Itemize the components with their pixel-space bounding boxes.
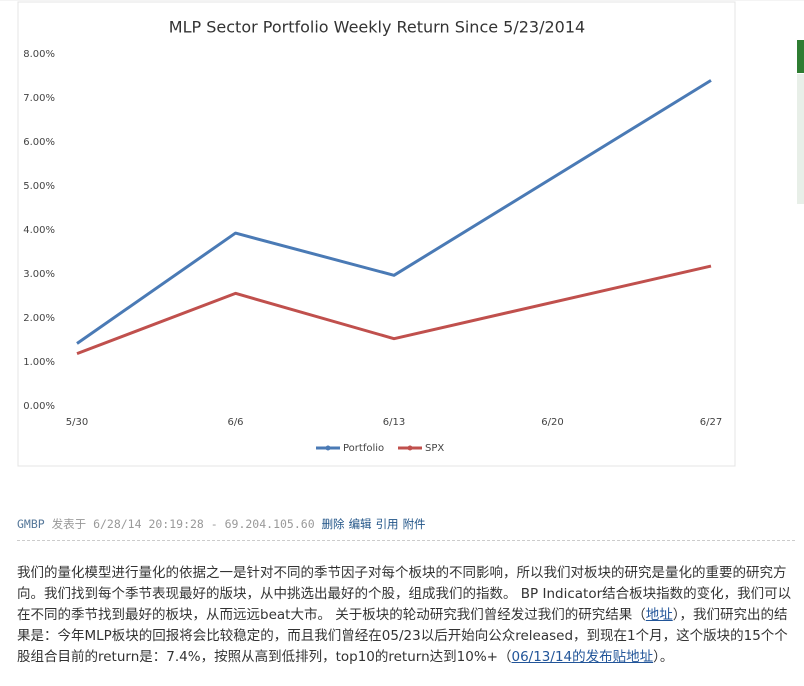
y-tick-label: 8.00% — [23, 49, 55, 60]
legend-label: SPX — [425, 443, 444, 454]
y-tick-label: 7.00% — [23, 93, 55, 104]
chart: MLP Sector Portfolio Weekly Return Since… — [0, 0, 804, 467]
chart-title: MLP Sector Portfolio Weekly Return Since… — [169, 18, 585, 37]
post-meta: GMBP 发表于 6/28/14 20:19:28 - 69.204.105.6… — [17, 516, 795, 541]
action-link[interactable]: 编辑 — [348, 517, 372, 531]
body-text: ），我们研究出的结果是：今年MLP板块的回报将会比较稳定的，而且我们曾经在05/… — [17, 607, 788, 665]
x-tick-label: 5/30 — [66, 417, 88, 428]
x-tick-label: 6/20 — [541, 417, 563, 428]
y-tick-label: 5.00% — [23, 181, 55, 192]
y-tick-label: 3.00% — [23, 269, 55, 280]
post-info: 发表于 6/28/14 20:19:28 - 69.204.105.60 — [51, 517, 315, 531]
y-tick-label: 1.00% — [23, 357, 55, 368]
post-body: 我们的量化模型进行量化的依据之一是针对不同的季节因子对每个板块的不同影响，所以我… — [17, 563, 795, 668]
x-tick-label: 6/6 — [227, 417, 243, 428]
legend-label: Portfolio — [343, 443, 384, 454]
action-link[interactable]: 附件 — [402, 517, 426, 531]
y-tick-label: 0.00% — [23, 401, 55, 412]
body-text: 我们的量化模型进行量化的依据之一是针对不同的季节因子对每个板块的不同影响，所以我… — [17, 565, 792, 623]
y-tick-label: 2.00% — [23, 313, 55, 324]
legend-marker — [407, 445, 413, 451]
author: GMBP — [17, 517, 45, 531]
x-tick-label: 6/13 — [383, 417, 405, 428]
y-tick-label: 6.00% — [23, 137, 55, 148]
y-tick-label: 4.00% — [23, 225, 55, 236]
legend-marker — [325, 445, 331, 451]
body-link[interactable]: 06/13/14的发布贴地址 — [511, 649, 654, 665]
series-line — [76, 264, 712, 356]
x-tick-label: 6/27 — [700, 417, 722, 428]
side-tab — [797, 74, 804, 204]
side-tab — [797, 40, 804, 73]
body-link[interactable]: 地址 — [645, 607, 673, 623]
action-link[interactable]: 引用 — [375, 517, 399, 531]
chart-area — [17, 1, 736, 467]
action-link[interactable]: 删除 — [321, 517, 345, 531]
series-line — [76, 79, 712, 345]
body-text: ）。 — [653, 649, 674, 665]
